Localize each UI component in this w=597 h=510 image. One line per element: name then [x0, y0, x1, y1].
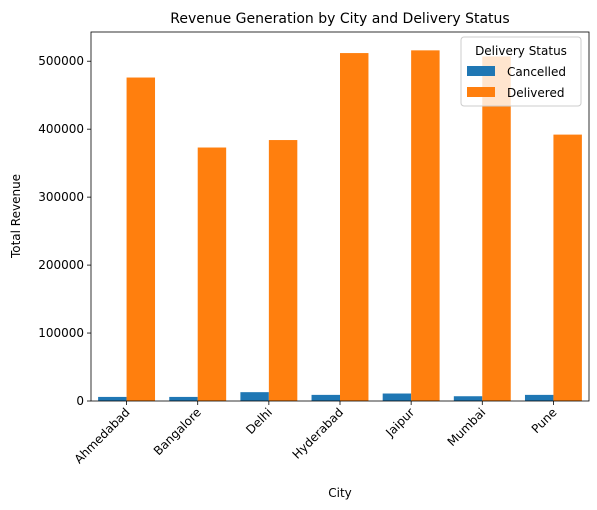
plot-frame: [90, 31, 590, 402]
x-tick-label: Ahmedabad: [72, 405, 133, 466]
y-tick-label: 400000: [38, 122, 84, 136]
legend: Delivery Status Cancelled Delivered: [460, 36, 582, 107]
bar-cancelled-delhi: [240, 392, 269, 401]
y-tick-label: 100000: [38, 326, 84, 340]
y-tick-label: 300000: [38, 190, 84, 204]
x-tick-label: Pune: [529, 405, 560, 436]
x-tick-label: Bangalore: [151, 405, 204, 458]
bar-delivered-mumbai: [482, 56, 511, 402]
x-tick-label: Delhi: [243, 405, 275, 437]
bar-cancelled-bangalore: [169, 396, 198, 401]
bar-cancelled-pune: [524, 394, 554, 401]
y-axis-label: Total Revenue: [9, 174, 23, 259]
bar-cancelled-hyderabad: [311, 394, 340, 401]
bar-delivered-pune: [553, 134, 582, 402]
bar-cancelled-ahmedabad: [98, 396, 127, 401]
y-tick-label: 500000: [38, 54, 84, 68]
legend-swatch-delivered: [467, 87, 495, 97]
y-tick-label: 0: [76, 394, 84, 408]
bar-delivered-delhi: [268, 140, 298, 402]
y-tick-label: 200000: [38, 258, 84, 272]
bar-delivered-bangalore: [197, 147, 227, 401]
bar-cancelled-jaipur: [382, 393, 412, 401]
bar-delivered-hyderabad: [340, 53, 369, 401]
legend-label-cancelled: Cancelled: [507, 65, 566, 79]
x-axis-label: City: [328, 486, 352, 500]
bar-delivered-ahmedabad: [126, 77, 156, 401]
bar-cancelled-mumbai: [453, 396, 483, 401]
x-tick-label: Hyderabad: [290, 405, 347, 462]
legend-label-delivered: Delivered: [507, 86, 564, 100]
legend-swatch-cancelled: [467, 66, 495, 76]
legend-title: Delivery Status: [475, 44, 567, 58]
x-tick-label: Mumbai: [445, 405, 489, 449]
bar-delivered-jaipur: [411, 50, 440, 401]
x-tick-label: Jaipur: [382, 405, 417, 440]
chart-title: Revenue Generation by City and Delivery …: [170, 11, 509, 27]
